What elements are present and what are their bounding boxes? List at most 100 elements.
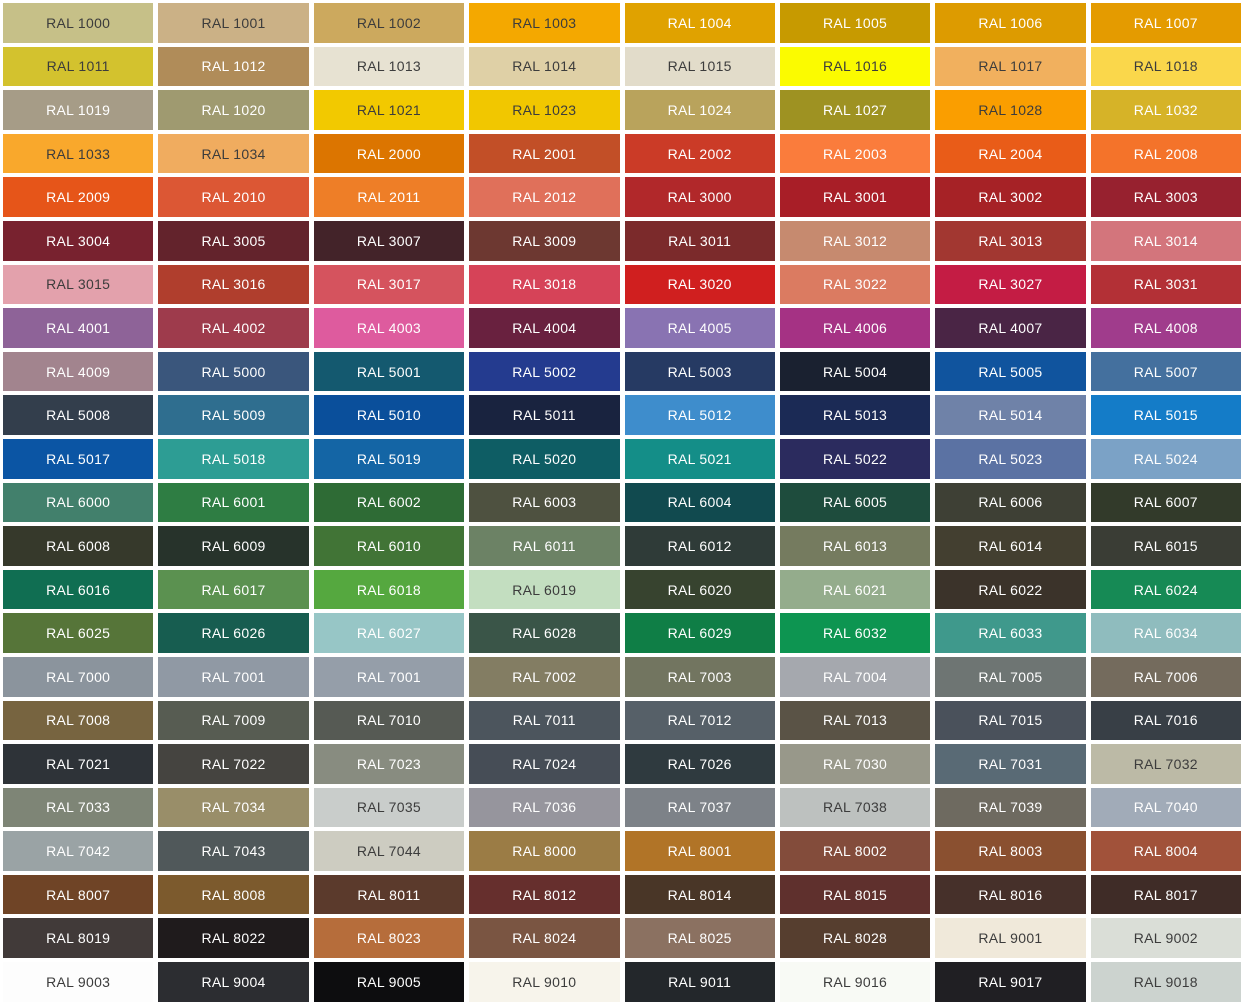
swatch-ral-7013: RAL 7013 — [779, 700, 931, 741]
swatch-ral-1006: RAL 1006 — [935, 3, 1086, 43]
swatch-ral-6001: RAL 6001 — [158, 482, 309, 523]
swatch-ral-2002: RAL 2002 — [624, 133, 775, 174]
swatch-ral-8011: RAL 8011 — [313, 874, 465, 915]
swatch-ral-5019: RAL 5019 — [313, 438, 465, 479]
swatch-ral-7033: RAL 7033 — [3, 787, 154, 828]
swatch-ral-2008: RAL 2008 — [1090, 133, 1241, 174]
swatch-ral-7040: RAL 7040 — [1090, 787, 1241, 828]
swatch-ral-4008: RAL 4008 — [1090, 308, 1241, 348]
swatch-ral-7037: RAL 7037 — [624, 787, 775, 828]
swatch-ral-5012: RAL 5012 — [624, 395, 775, 435]
swatch-ral-6003: RAL 6003 — [469, 482, 620, 523]
swatch-ral-5001: RAL 5001 — [313, 351, 465, 392]
swatch-ral-7043: RAL 7043 — [158, 831, 309, 871]
swatch-ral-6032: RAL 6032 — [779, 613, 931, 653]
swatch-ral-7010: RAL 7010 — [313, 700, 465, 741]
swatch-ral-5004: RAL 5004 — [779, 351, 931, 392]
swatch-ral-9017: RAL 9017 — [935, 962, 1086, 1002]
swatch-ral-7032: RAL 7032 — [1090, 744, 1241, 784]
swatch-ral-6026: RAL 6026 — [158, 613, 309, 653]
swatch-ral-7006: RAL 7006 — [1090, 656, 1241, 697]
swatch-ral-6018: RAL 6018 — [313, 569, 465, 610]
swatch-ral-8007: RAL 8007 — [3, 874, 154, 915]
swatch-ral-6025: RAL 6025 — [3, 613, 154, 653]
swatch-ral-1001: RAL 1001 — [158, 3, 309, 43]
swatch-ral-7004: RAL 7004 — [779, 656, 931, 697]
swatch-ral-1016: RAL 1016 — [779, 46, 931, 87]
swatch-ral-6022: RAL 6022 — [935, 569, 1086, 610]
swatch-ral-7015: RAL 7015 — [935, 700, 1086, 741]
swatch-ral-7009: RAL 7009 — [158, 700, 309, 741]
swatch-ral-8017: RAL 8017 — [1090, 874, 1241, 915]
swatch-ral-5024: RAL 5024 — [1090, 438, 1241, 479]
swatch-ral-8001: RAL 8001 — [624, 831, 775, 871]
swatch-ral-4003: RAL 4003 — [313, 308, 465, 348]
swatch-ral-3027: RAL 3027 — [935, 264, 1086, 305]
swatch-ral-6033: RAL 6033 — [935, 613, 1086, 653]
swatch-ral-3018: RAL 3018 — [469, 264, 620, 305]
swatch-ral-8025: RAL 8025 — [624, 918, 775, 959]
swatch-ral-7030: RAL 7030 — [779, 744, 931, 784]
swatch-ral-5009: RAL 5009 — [158, 395, 309, 435]
swatch-ral-1033: RAL 1033 — [3, 133, 154, 174]
swatch-ral-9005: RAL 9005 — [313, 962, 465, 1002]
swatch-ral-2010: RAL 2010 — [158, 177, 309, 217]
swatch-ral-5005: RAL 5005 — [935, 351, 1086, 392]
swatch-ral-5023: RAL 5023 — [935, 438, 1086, 479]
swatch-ral-7008: RAL 7008 — [3, 700, 154, 741]
swatch-ral-3020: RAL 3020 — [624, 264, 775, 305]
swatch-ral-6012: RAL 6012 — [624, 526, 775, 566]
swatch-ral-7026: RAL 7026 — [624, 744, 775, 784]
swatch-ral-6027: RAL 6027 — [313, 613, 465, 653]
swatch-ral-3001: RAL 3001 — [779, 177, 931, 217]
swatch-ral-4001: RAL 4001 — [3, 308, 154, 348]
swatch-ral-1021: RAL 1021 — [313, 90, 465, 130]
swatch-ral-3017: RAL 3017 — [313, 264, 465, 305]
swatch-ral-2001: RAL 2001 — [469, 133, 620, 174]
swatch-ral-7021: RAL 7021 — [3, 744, 154, 784]
swatch-ral-1015: RAL 1015 — [624, 46, 775, 87]
swatch-ral-8008: RAL 8008 — [158, 874, 309, 915]
swatch-ral-4004: RAL 4004 — [469, 308, 620, 348]
swatch-ral-5003: RAL 5003 — [624, 351, 775, 392]
swatch-ral-3005: RAL 3005 — [158, 220, 309, 261]
swatch-ral-6016: RAL 6016 — [3, 569, 154, 610]
swatch-ral-6013: RAL 6013 — [779, 526, 931, 566]
swatch-ral-7022: RAL 7022 — [158, 744, 309, 784]
swatch-ral-3009: RAL 3009 — [469, 220, 620, 261]
swatch-ral-6019: RAL 6019 — [469, 569, 620, 610]
swatch-ral-5011: RAL 5011 — [469, 395, 620, 435]
swatch-ral-1020: RAL 1020 — [158, 90, 309, 130]
swatch-ral-9011: RAL 9011 — [624, 962, 775, 1002]
swatch-ral-5017: RAL 5017 — [3, 438, 154, 479]
swatch-ral-7036: RAL 7036 — [469, 787, 620, 828]
swatch-ral-3007: RAL 3007 — [313, 220, 465, 261]
swatch-ral-7039: RAL 7039 — [935, 787, 1086, 828]
swatch-ral-1019: RAL 1019 — [3, 90, 154, 130]
swatch-ral-8016: RAL 8016 — [935, 874, 1086, 915]
swatch-ral-1004: RAL 1004 — [624, 3, 775, 43]
swatch-ral-8015: RAL 8015 — [779, 874, 931, 915]
swatch-ral-7011: RAL 7011 — [469, 700, 620, 741]
swatch-ral-1023: RAL 1023 — [469, 90, 620, 130]
swatch-ral-6021: RAL 6021 — [779, 569, 931, 610]
swatch-ral-8014: RAL 8014 — [624, 874, 775, 915]
swatch-ral-7031: RAL 7031 — [935, 744, 1086, 784]
swatch-ral-3012: RAL 3012 — [779, 220, 931, 261]
swatch-ral-5010: RAL 5010 — [313, 395, 465, 435]
swatch-ral-5008: RAL 5008 — [3, 395, 154, 435]
swatch-ral-4002: RAL 4002 — [158, 308, 309, 348]
swatch-ral-6014: RAL 6014 — [935, 526, 1086, 566]
swatch-ral-2011: RAL 2011 — [313, 177, 465, 217]
swatch-ral-8022: RAL 8022 — [158, 918, 309, 959]
swatch-ral-1028: RAL 1028 — [935, 90, 1086, 130]
swatch-ral-3011: RAL 3011 — [624, 220, 775, 261]
swatch-ral-3022: RAL 3022 — [779, 264, 931, 305]
swatch-ral-1014: RAL 1014 — [469, 46, 620, 87]
swatch-ral-7044: RAL 7044 — [313, 831, 465, 871]
swatch-ral-5015: RAL 5015 — [1090, 395, 1241, 435]
swatch-ral-1032: RAL 1032 — [1090, 90, 1241, 130]
swatch-ral-6017: RAL 6017 — [158, 569, 309, 610]
swatch-ral-2012: RAL 2012 — [469, 177, 620, 217]
swatch-ral-1011: RAL 1011 — [3, 46, 154, 87]
